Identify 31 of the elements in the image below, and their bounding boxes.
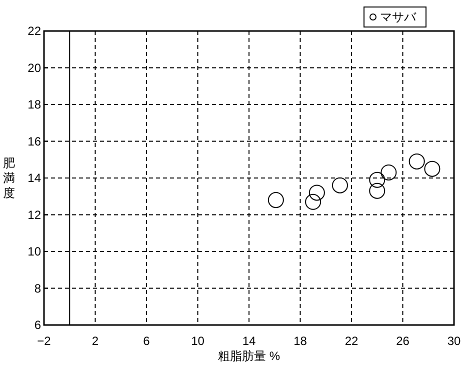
- point: [380, 164, 397, 180]
- point: [308, 184, 325, 201]
- point: [332, 177, 348, 194]
- point: [369, 172, 386, 188]
- y-tick-label: 10: [28, 244, 42, 258]
- x-tick-label: −2: [37, 334, 52, 348]
- x-axis-title: 粗脂肪量 %: [218, 349, 280, 363]
- point: [268, 192, 284, 208]
- point: [305, 194, 322, 210]
- x-tick-label: 18: [294, 334, 308, 348]
- y-tick-label: 12: [28, 208, 42, 222]
- x-tick-label: 14: [242, 334, 256, 348]
- point: [424, 160, 440, 177]
- x-tick-label: 6: [143, 334, 150, 348]
- point: [408, 153, 425, 170]
- x-tick-label: 22: [344, 334, 358, 348]
- legend: マサバ: [364, 6, 426, 28]
- x-tick-label: 30: [447, 334, 461, 348]
- y-tick-label: 16: [28, 134, 42, 148]
- y-tick-label: 8: [34, 281, 42, 296]
- x-tick-label: 10: [191, 334, 205, 348]
- legend-label: マサバ: [380, 10, 417, 24]
- y-tick-label: 20: [28, 60, 42, 75]
- y-tick-label: 18: [28, 98, 42, 112]
- y-tick-label: 6: [34, 318, 42, 332]
- point: [369, 182, 386, 199]
- x-tick-label: 26: [396, 334, 410, 348]
- x-tick-label: 2: [92, 334, 99, 348]
- y-tick-label: 14: [28, 171, 42, 185]
- y-tick-label: 22: [28, 24, 42, 38]
- y-axis-title: 肥満度: [3, 156, 15, 200]
